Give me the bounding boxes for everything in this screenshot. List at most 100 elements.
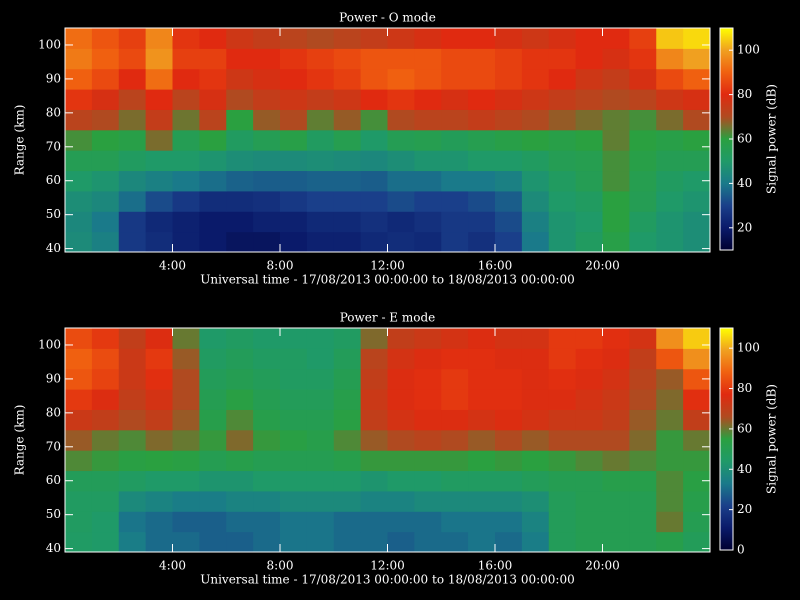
- heatmap-cell: [387, 450, 415, 472]
- heatmap-cell: [253, 348, 281, 370]
- heatmap-cell: [495, 28, 523, 49]
- heatmap-cell: [360, 368, 388, 390]
- heatmap-cell: [333, 348, 362, 370]
- heatmap-cell: [118, 109, 147, 131]
- heatmap-cell: [91, 68, 120, 90]
- x-tick-label: 16:00: [478, 559, 513, 573]
- heatmap-cell: [629, 450, 657, 472]
- heatmap-cell: [656, 368, 684, 390]
- heatmap-cell: [683, 531, 711, 553]
- heatmap-cell: [575, 389, 603, 410]
- heatmap-cell: [333, 511, 362, 533]
- heatmap-cell: [629, 89, 657, 110]
- heatmap-cell: [468, 409, 496, 431]
- heatmap-cell: [656, 170, 684, 192]
- heatmap-cell: [468, 129, 496, 151]
- heatmap-cell: [118, 511, 147, 533]
- heatmap-cell: [172, 150, 200, 172]
- heatmap-cell: [226, 28, 254, 49]
- heatmap-cell: [226, 450, 254, 472]
- heatmap-cell: [199, 109, 227, 131]
- heatmap-cell: [683, 231, 711, 253]
- x-tick-label: 16:00: [478, 259, 513, 273]
- heatmap-cell: [495, 89, 523, 110]
- heatmap-cell: [91, 490, 120, 512]
- heatmap-cell: [468, 328, 496, 349]
- heatmap-cell: [521, 348, 550, 370]
- heatmap-cell: [145, 68, 173, 90]
- y-tick-label: 40: [46, 241, 61, 255]
- heatmap-cell: [145, 348, 173, 370]
- heatmap-cell: [172, 68, 200, 90]
- heatmap-cell: [306, 450, 335, 472]
- heatmap-cell: [521, 450, 550, 472]
- heatmap-cell: [118, 190, 147, 212]
- heatmap-cell: [118, 231, 147, 253]
- heatmap-cell: [441, 150, 469, 172]
- heatmap-cell: [602, 531, 630, 553]
- heatmap-cell: [521, 211, 550, 233]
- heatmap-cell: [145, 211, 173, 233]
- y-tick-label: 90: [46, 71, 61, 85]
- heatmap-cell: [683, 490, 711, 512]
- heatmap-cell: [65, 150, 93, 172]
- heatmap-cell: [441, 48, 469, 70]
- heatmap-cell: [306, 28, 335, 49]
- heatmap-cell: [65, 389, 93, 410]
- heatmap-cell: [414, 211, 442, 233]
- x-tick-label: 8:00: [267, 559, 294, 573]
- heatmap-cell: [468, 170, 496, 192]
- heatmap-cell: [495, 490, 523, 512]
- heatmap-cell: [91, 531, 120, 553]
- heatmap-cell: [629, 348, 657, 370]
- heatmap-cell: [602, 328, 630, 349]
- heatmap-cell: [575, 231, 603, 253]
- heatmap-cell: [387, 28, 415, 49]
- heatmap-cell: [360, 109, 388, 131]
- heatmap-cell: [521, 511, 550, 533]
- heatmap-cell: [495, 48, 523, 70]
- heatmap-cell: [602, 190, 630, 212]
- heatmap-cell: [548, 170, 577, 192]
- heatmap-cell: [414, 48, 442, 70]
- heatmap-cell: [199, 490, 227, 512]
- heatmap-cell: [172, 531, 200, 553]
- heatmap-cell: [360, 68, 388, 90]
- heatmap-cell: [683, 129, 711, 151]
- heatmap-cell: [441, 470, 469, 492]
- heatmap-cell: [468, 511, 496, 533]
- heatmap-cell: [280, 328, 308, 349]
- heatmap-cell: [495, 470, 523, 492]
- heatmap-cell: [145, 48, 173, 70]
- heatmap-cell: [306, 409, 335, 431]
- heatmap-cell: [575, 28, 603, 49]
- heatmap-cell: [280, 531, 308, 553]
- heatmap-cell: [656, 190, 684, 212]
- heatmap-cell: [226, 429, 254, 451]
- heatmap-cell: [414, 231, 442, 253]
- y-tick-label: 100: [38, 37, 61, 51]
- y-tick-label: 70: [46, 139, 61, 153]
- heatmap-cell: [414, 89, 442, 110]
- heatmap-cell: [495, 368, 523, 390]
- heatmap-cell: [387, 129, 415, 151]
- heatmap-cell: [656, 511, 684, 533]
- heatmap-cell: [306, 109, 335, 131]
- heatmap-cell: [575, 368, 603, 390]
- heatmap-cell: [118, 368, 147, 390]
- heatmap-cell: [441, 450, 469, 472]
- heatmap-cell: [65, 211, 93, 233]
- heatmap-cell: [360, 328, 388, 349]
- heatmap-cell: [280, 129, 308, 151]
- heatmap-cell: [468, 48, 496, 70]
- heatmap-cell: [306, 470, 335, 492]
- heatmap-cell: [172, 409, 200, 431]
- heatmap-cell: [656, 48, 684, 70]
- heatmap-cell: [118, 531, 147, 553]
- heatmap-cell: [548, 531, 577, 553]
- heatmap-cell: [253, 150, 281, 172]
- heatmap-cell: [360, 150, 388, 172]
- heatmap-cell: [172, 511, 200, 533]
- heatmap-cell: [602, 368, 630, 390]
- heatmap-cell: [172, 368, 200, 390]
